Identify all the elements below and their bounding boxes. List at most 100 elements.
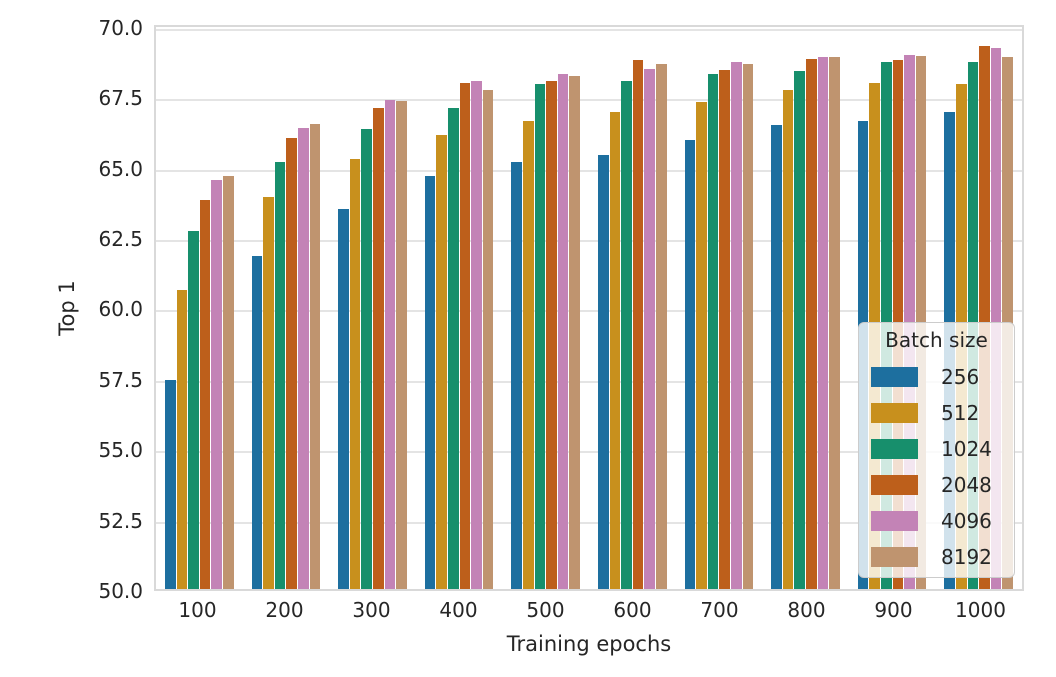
y-tick-label: 52.5 [98, 508, 143, 533]
grid-line [156, 169, 1022, 172]
legend-entry-4096: 4096 [859, 503, 1014, 539]
bar-4096-700 [730, 61, 742, 589]
y-tick-label: 62.5 [98, 227, 143, 251]
bar-8192-700 [742, 64, 754, 589]
x-axis-label: Training epochs [506, 632, 672, 656]
bar-8192-300 [396, 101, 407, 589]
x-tick-label: 1000 [955, 598, 1006, 622]
legend-swatch-512 [871, 403, 918, 423]
grid-line [156, 380, 1022, 383]
bar-256-600 [597, 154, 609, 589]
bar-4096-600 [644, 68, 655, 589]
bar-4096-300 [384, 99, 396, 589]
bar-2048-500 [546, 81, 557, 589]
y-tick-label: 60.0 [98, 297, 143, 322]
bar-256-800 [771, 124, 782, 589]
bar-group-300 [329, 27, 416, 589]
bar-2048-800 [805, 58, 817, 589]
bar-2048-1000 [979, 46, 990, 589]
y-tick-label: 55.0 [98, 438, 143, 463]
bar-2048-400 [459, 82, 471, 589]
bar-512-100 [176, 289, 188, 589]
bar-1024-600 [621, 81, 632, 589]
x-tick-label: 800 [787, 598, 826, 622]
bar-group-500 [502, 27, 589, 589]
grid-line [156, 451, 1022, 454]
x-tick-label: 600 [613, 598, 652, 622]
y-tick-label: 50.0 [98, 579, 143, 603]
x-tick-label: 300 [352, 598, 391, 622]
legend-swatch-2048 [871, 475, 918, 495]
bar-256-400 [424, 175, 436, 589]
grid-line [156, 28, 1022, 31]
grid-line [156, 521, 1022, 524]
bar-group-600 [589, 27, 676, 589]
y-tick-label: 67.5 [98, 86, 143, 111]
legend-entry-256: 256 [859, 359, 1014, 395]
legend-entry-1024: 1024 [859, 431, 1014, 467]
bar-256-200 [251, 255, 263, 589]
legend-label: 8192 [941, 545, 992, 569]
bar-512-700 [696, 102, 707, 589]
y-axis-label: Top 1 [55, 280, 79, 336]
bar-group-400 [416, 27, 503, 589]
legend-label: 4096 [941, 509, 992, 533]
bar-4096-900 [904, 54, 915, 589]
legend-swatch-1024 [871, 439, 918, 459]
legend-entries: 256 512 1024 2048 4096 8192 [859, 359, 1014, 575]
bar-1024-800 [794, 71, 805, 589]
bar-1024-400 [447, 108, 459, 589]
bar-4096-500 [557, 74, 569, 589]
bar-512-300 [349, 158, 361, 589]
bar-2048-200 [286, 137, 297, 589]
bar-2048-100 [199, 199, 211, 589]
bar-8192-800 [829, 57, 840, 589]
y-tick-label: 65.0 [98, 156, 143, 181]
legend-swatch-256 [871, 367, 918, 387]
bar-512-600 [609, 112, 621, 589]
legend-label: 512 [941, 401, 980, 425]
x-tick-label: 200 [265, 598, 304, 622]
bar-1024-500 [534, 84, 546, 589]
bar-1024-100 [188, 230, 199, 589]
legend-swatch-4096 [871, 511, 918, 531]
bar-512-800 [782, 89, 794, 589]
legend-swatch-8192 [871, 547, 918, 567]
bar-256-500 [511, 161, 522, 589]
x-tick-label: 900 [874, 598, 913, 622]
grid-line [156, 99, 1022, 102]
y-tick-label: 57.5 [98, 367, 143, 392]
bar-256-100 [165, 379, 176, 589]
bar-4096-200 [297, 127, 309, 589]
bar-1024-200 [274, 161, 286, 589]
bar-group-100 [156, 27, 243, 589]
legend-title: Batch size [885, 328, 988, 352]
bar-2048-600 [632, 60, 644, 589]
grid-line [156, 310, 1022, 313]
bar-256-300 [338, 209, 349, 589]
x-tick-label: 700 [700, 598, 739, 622]
bar-4096-100 [211, 179, 222, 589]
legend-label: 1024 [941, 437, 992, 461]
x-tick-label: 500 [526, 598, 565, 622]
legend-label: 2048 [941, 473, 992, 497]
bar-512-500 [522, 120, 534, 589]
bar-4096-800 [817, 57, 829, 589]
y-tick-label: 70.0 [98, 15, 143, 40]
bar-1024-300 [361, 129, 372, 589]
bar-1024-700 [707, 74, 719, 589]
legend-entry-512: 512 [859, 395, 1014, 431]
bar-512-400 [436, 134, 447, 589]
x-tick-label: 100 [178, 598, 217, 622]
bar-8192-400 [482, 89, 494, 589]
bar-2048-300 [372, 108, 384, 589]
legend: Batch size 256 512 1024 2048 4096 8192 [858, 322, 1015, 578]
bar-8192-200 [309, 123, 321, 589]
grid-line [156, 240, 1022, 242]
legend-entry-2048: 2048 [859, 467, 1014, 503]
bar-8192-600 [655, 64, 667, 589]
bar-8192-100 [222, 175, 234, 589]
legend-entry-8192: 8192 [859, 539, 1014, 575]
bar-2048-700 [719, 70, 730, 589]
bar-group-200 [243, 27, 330, 589]
